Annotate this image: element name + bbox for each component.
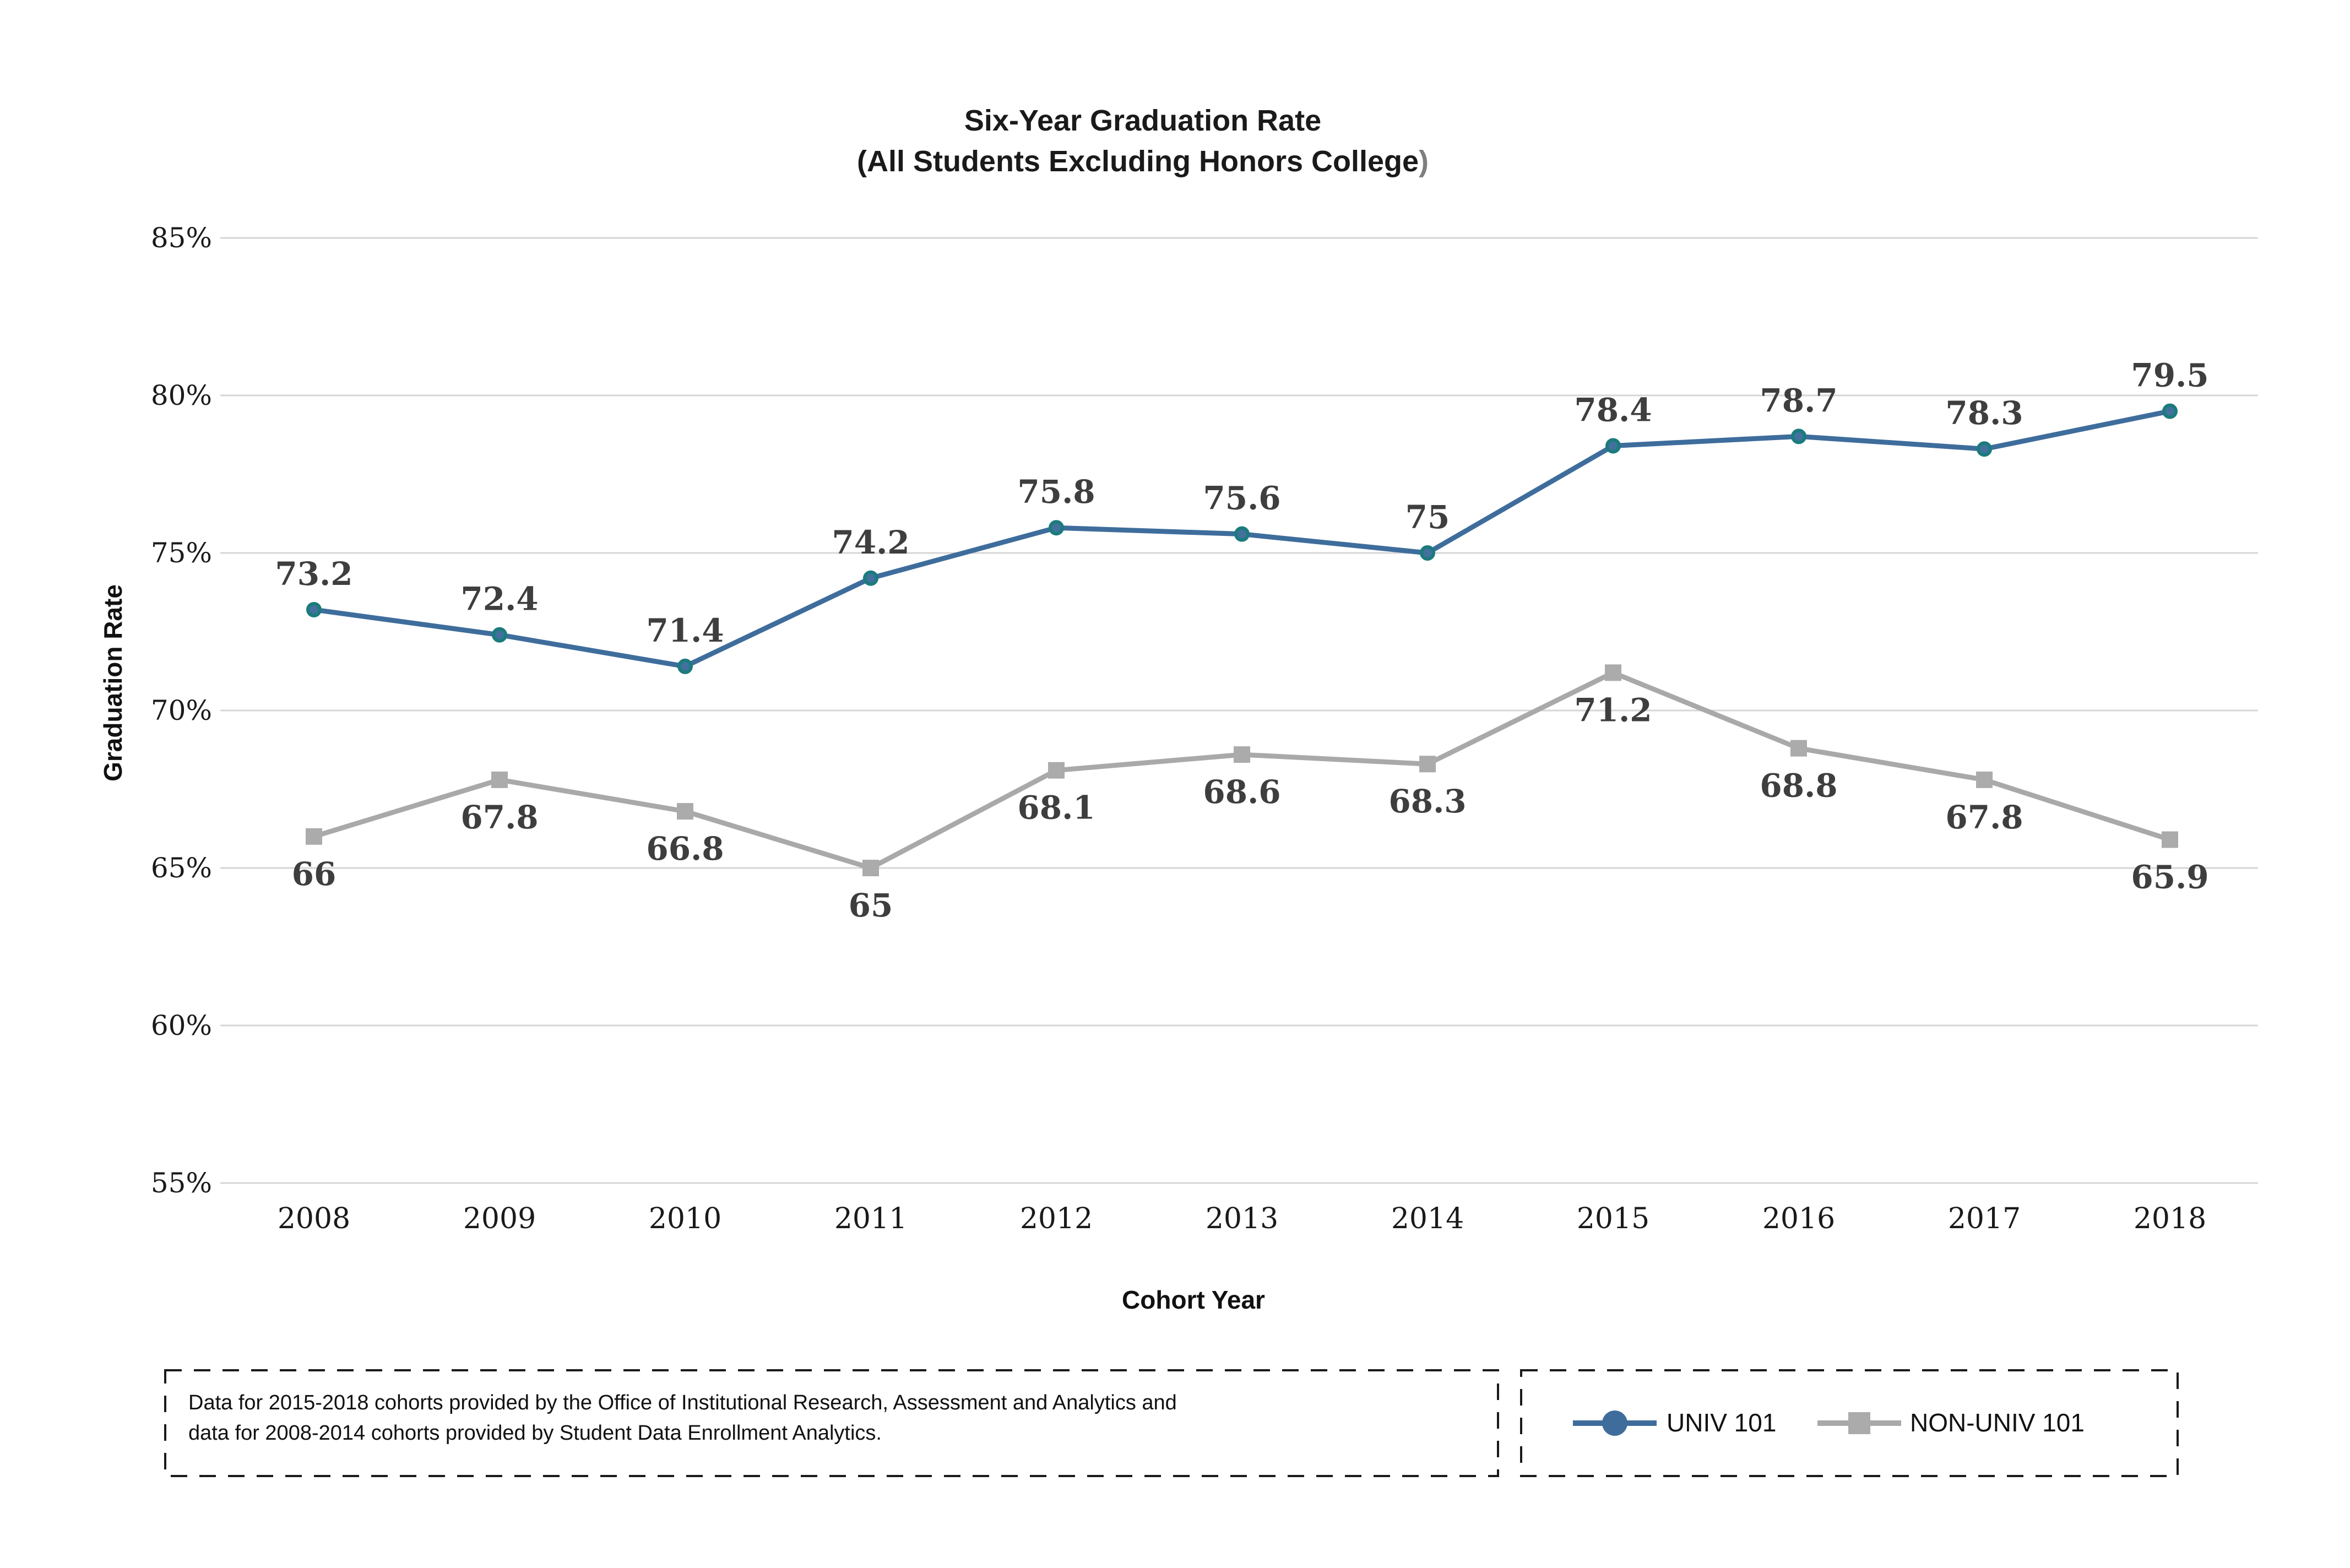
x-axis-tick-label: 2014 <box>1391 1202 1464 1235</box>
x-axis-tick-label: 2017 <box>1948 1202 2021 1235</box>
x-axis-tick-label: 2018 <box>2134 1202 2206 1235</box>
non-univ-101-data-label: 67.8 <box>1945 799 2023 836</box>
univ-101-marker <box>306 601 322 617</box>
univ-101-marker <box>492 627 507 643</box>
y-axis-tick-label: 60% <box>151 1010 212 1041</box>
legend-non-univ-101-marker <box>1848 1412 1870 1434</box>
y-axis-tick-label: 85% <box>151 222 212 254</box>
footnote-line1: Data for 2015-2018 cohorts provided by t… <box>188 1391 1177 1414</box>
non-univ-101-data-label: 65 <box>849 887 893 924</box>
univ-101-marker <box>1049 520 1064 536</box>
univ-101-data-label: 78.7 <box>1760 382 1837 419</box>
chart-title: Six-Year Graduation Rate (All Students E… <box>857 100 1429 182</box>
x-axis-tick-label: 2012 <box>1020 1202 1093 1235</box>
y-axis-tick-label: 55% <box>151 1167 212 1199</box>
footnote-line2: data for 2008-2014 cohorts provided by S… <box>188 1421 882 1445</box>
non-univ-101-data-label: 67.8 <box>460 799 538 836</box>
x-axis-tick-label: 2013 <box>1206 1202 1278 1235</box>
non-univ-101-marker <box>1234 746 1250 763</box>
univ-101-data-label: 72.4 <box>460 580 538 618</box>
y-axis-tick-label: 80% <box>151 379 212 411</box>
chart-title-closing-paren: ) <box>1419 145 1429 178</box>
x-axis-tick-label: 2010 <box>649 1202 721 1235</box>
non-univ-101-data-label: 68.1 <box>1017 789 1095 827</box>
chart-title-line2: (All Students Excluding Honors College) <box>857 141 1429 182</box>
univ-101-marker <box>677 658 693 674</box>
non-univ-101-marker <box>862 860 879 876</box>
non-univ-101-marker <box>1419 756 1436 773</box>
legend-univ-101-marker <box>1602 1410 1627 1436</box>
footnote: Data for 2015-2018 cohorts provided by t… <box>188 1388 1177 1448</box>
legend-label-non-univ-101: NON-UNIV 101 <box>1910 1408 2085 1437</box>
non-univ-101-data-label: 71.2 <box>1574 691 1652 729</box>
univ-101-data-label: 74.2 <box>832 524 909 561</box>
x-axis-tick-label: 2011 <box>834 1202 907 1235</box>
univ-101-marker <box>1234 526 1250 542</box>
non-univ-101-data-label: 68.3 <box>1388 783 1466 820</box>
x-axis-tick-label: 2015 <box>1577 1202 1649 1235</box>
chart-title-line1: Six-Year Graduation Rate <box>964 104 1322 137</box>
x-axis-tick-label: 2009 <box>463 1202 536 1235</box>
non-univ-101-marker <box>1605 664 1621 681</box>
univ-101-marker <box>863 570 878 586</box>
y-axis-tick-label: 65% <box>151 852 212 884</box>
univ-101-marker <box>2162 403 2178 419</box>
non-univ-101-data-label: 66.8 <box>646 830 724 867</box>
non-univ-101-marker <box>306 828 322 845</box>
non-univ-101-marker <box>1048 762 1065 779</box>
univ-101-data-label: 78.4 <box>1574 392 1652 429</box>
univ-101-data-label: 75 <box>1405 498 1450 536</box>
footnote-box <box>164 1369 1499 1477</box>
legend-box <box>1520 1369 2179 1477</box>
x-axis-tick-label: 2016 <box>1762 1202 1835 1235</box>
non-univ-101-marker <box>1976 771 1993 788</box>
univ-101-marker <box>1791 428 1806 444</box>
univ-101-marker <box>1420 545 1435 561</box>
x-axis-title: Cohort Year <box>1122 1285 1265 1314</box>
univ-101-data-label: 75.6 <box>1203 480 1280 517</box>
univ-101-data-label: 73.2 <box>275 555 352 593</box>
non-univ-101-marker <box>677 803 693 820</box>
non-univ-101-data-label: 66 <box>292 855 337 893</box>
y-axis-tick-label: 70% <box>151 695 212 726</box>
non-univ-101-marker <box>1790 740 1807 757</box>
x-axis-tick-label: 2008 <box>278 1202 350 1235</box>
y-axis-tick-label: 75% <box>151 537 212 569</box>
chart-title-line2-text: (All Students Excluding Honors College <box>856 145 1419 178</box>
univ-101-data-label: 78.3 <box>1945 394 2023 432</box>
univ-101-data-label: 71.4 <box>646 612 724 649</box>
univ-101-marker <box>1605 438 1621 454</box>
non-univ-101-marker <box>2162 831 2178 848</box>
non-univ-101-line <box>311 670 2173 871</box>
non-univ-101-data-label: 65.9 <box>2131 859 2208 896</box>
univ-101-data-label: 79.5 <box>2131 357 2208 394</box>
legend-label-univ-101: UNIV 101 <box>1667 1408 1777 1437</box>
y-axis-title: Graduation Rate <box>99 584 127 782</box>
univ-101-marker <box>1977 441 1992 457</box>
non-univ-101-marker <box>491 771 508 788</box>
non-univ-101-data-label: 68.6 <box>1203 773 1280 811</box>
univ-101-data-label: 75.8 <box>1017 473 1095 511</box>
non-univ-101-data-label: 68.8 <box>1760 767 1837 805</box>
